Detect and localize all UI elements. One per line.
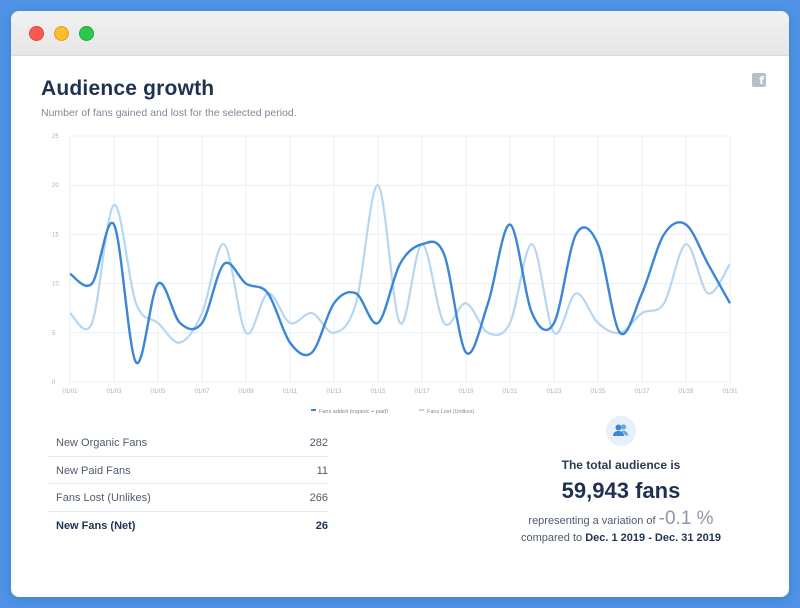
- x-tick-label: 01/31: [722, 389, 738, 395]
- x-tick-label: 01/21: [502, 389, 518, 395]
- legend-label-fans-lost: Fans Lost (Unlikes): [427, 409, 475, 415]
- x-tick-label: 01/13: [326, 389, 342, 395]
- x-tick-label: 01/17: [414, 389, 430, 395]
- audience-growth-chart: 0 5 10 15 20 25 01/01 01/03 01/05 01/07 01/09 01/11…: [52, 134, 738, 415]
- stat-label: New Organic Fans: [56, 437, 148, 449]
- legend-label-fans-added: Fans added (organic + paid): [319, 409, 388, 415]
- facebook-icon[interactable]: f: [752, 73, 766, 87]
- x-tick-label: 01/11: [283, 389, 298, 395]
- series-line-fans-added: [69, 221, 732, 365]
- x-tick-label: 01/03: [106, 389, 122, 395]
- x-tick-label: 01/29: [678, 389, 694, 395]
- stat-value: 266: [309, 492, 328, 504]
- period-line: compared to Dec. 1 2019 - Dec. 31 2019: [481, 532, 761, 544]
- maximize-window-button[interactable]: [79, 26, 94, 41]
- x-tick-label: 01/15: [370, 389, 386, 395]
- page-subtitle: Number of fans gained and lost for the s…: [41, 107, 297, 119]
- x-tick-label: 01/23: [546, 389, 562, 395]
- series-line-fans-lost: [69, 184, 731, 344]
- variation-value: -0.1 %: [658, 508, 714, 529]
- x-tick-label: 01/07: [194, 389, 210, 395]
- x-tick-label: 01/19: [458, 389, 474, 395]
- stats-table: New Organic Fans 282 New Paid Fans 11 Fans L…: [48, 429, 328, 539]
- audience-summary: The total audience is 59,943 fans repres…: [481, 416, 761, 544]
- stat-row: New Organic Fans 282: [48, 429, 328, 457]
- period-value: Dec. 1 2019 - Dec. 31 2019: [585, 532, 721, 544]
- x-tick-label: 01/05: [150, 389, 166, 395]
- stat-label: New Fans (Net): [56, 519, 136, 532]
- legend-swatch-fans-lost: [419, 409, 424, 411]
- stat-row: Fans Lost (Unlikes) 266: [48, 484, 328, 512]
- legend-swatch-fans-added: [311, 409, 316, 411]
- compared-label: compared to: [521, 532, 583, 544]
- y-tick-label: 0: [52, 380, 56, 386]
- page-title: Audience growth: [41, 77, 215, 100]
- title-bar: [11, 11, 789, 56]
- x-tick-label: 01/01: [62, 389, 78, 395]
- summary-heading: The total audience is: [561, 458, 681, 472]
- y-tick-label: 25: [52, 134, 59, 140]
- y-tick-label: 10: [52, 282, 59, 288]
- y-tick-label: 5: [52, 331, 56, 337]
- stat-value: 11: [316, 464, 328, 477]
- variation-line: representing a variation of -0.1 %: [481, 508, 761, 530]
- variation-label: representing a variation of: [528, 515, 656, 527]
- y-tick-label: 15: [52, 232, 59, 238]
- stat-row: New Fans (Net) 26: [48, 512, 328, 540]
- stat-label: New Paid Fans: [56, 464, 131, 477]
- total-audience-value: 59,943 fans: [561, 478, 681, 503]
- x-tick-label: 01/25: [590, 389, 606, 395]
- stat-row: New Paid Fans 11: [48, 457, 328, 484]
- minimize-window-button[interactable]: [54, 26, 69, 41]
- app-window: Audience growth Number of fans gained an…: [11, 11, 789, 597]
- stat-value: 26: [315, 519, 328, 532]
- y-tick-label: 20: [52, 183, 59, 189]
- close-window-button[interactable]: [29, 26, 44, 41]
- x-tick-label: 01/27: [634, 389, 650, 395]
- stat-label: Fans Lost (Unlikes): [56, 492, 151, 504]
- users-icon: [606, 416, 636, 446]
- stat-value: 282: [309, 437, 328, 449]
- x-tick-label: 01/09: [238, 389, 254, 395]
